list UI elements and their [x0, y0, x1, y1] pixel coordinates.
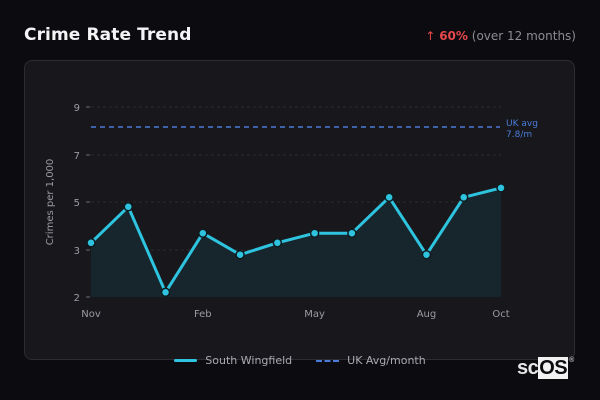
legend: South Wingfield UK Avg/month [0, 354, 600, 367]
data-point-jul[interactable] [384, 192, 394, 203]
data-points [86, 183, 506, 298]
change-percent: 60% [439, 29, 468, 43]
data-point-mar[interactable] [235, 249, 245, 260]
change-period: (over 12 months) [471, 29, 576, 43]
y-tick-label: 5 [74, 198, 80, 209]
arrow-up-icon: ↑ [425, 29, 436, 43]
x-tick-label: Feb [194, 309, 212, 320]
x-tick-label: Nov [81, 309, 101, 320]
series-line-south-wingfield [89, 186, 502, 294]
legend-item-south-wingfield[interactable]: South Wingfield [174, 354, 292, 367]
registered-mark-icon: ® [569, 357, 574, 364]
data-point-aug[interactable] [421, 249, 432, 260]
data-point-feb[interactable] [198, 228, 208, 238]
change-indicator: ↑ 60% (over 12 months) [425, 29, 576, 43]
data-point-jan[interactable] [160, 287, 171, 298]
legend-label: South Wingfield [205, 354, 293, 367]
data-point-apr[interactable] [272, 238, 283, 248]
y-tick-label: 2 [74, 293, 80, 304]
logo-text-sc: sc [517, 357, 539, 379]
x-tick-label: Aug [417, 309, 437, 320]
legend-item-uk-avg[interactable]: UK Avg/month [316, 354, 426, 367]
scos-logo: scOS ® [517, 357, 574, 380]
data-point-may[interactable] [309, 228, 320, 238]
data-point-sep[interactable] [458, 192, 469, 203]
logo-text-os: OS [538, 357, 569, 379]
dashed-line-swatch-icon [316, 359, 340, 362]
y-axis: 2 3 5 7 9 [74, 103, 90, 304]
uk-avg-annotation-line1: UK avg [506, 119, 538, 129]
x-axis: Nov Feb May Aug Oct [81, 309, 509, 320]
page-title: Crime Rate Trend [24, 25, 192, 45]
solid-line-swatch-icon [174, 359, 198, 362]
uk-avg-annotation-line2: 7.8/m [506, 130, 532, 140]
y-tick-label: 9 [74, 103, 80, 114]
series-area-fill [91, 187, 501, 297]
data-point-nov[interactable] [86, 238, 96, 248]
x-tick-label: May [304, 309, 325, 320]
data-point-jun[interactable] [347, 228, 357, 238]
grid-lines [91, 106, 501, 251]
y-axis-title: Crimes per 1,000 [45, 159, 56, 246]
y-tick-label: 3 [74, 246, 80, 257]
legend-label: UK Avg/month [347, 354, 426, 367]
x-tick-label: Oct [492, 309, 509, 320]
data-point-dec[interactable] [123, 202, 134, 212]
data-point-oct[interactable] [496, 183, 506, 193]
y-tick-label: 7 [74, 151, 80, 162]
